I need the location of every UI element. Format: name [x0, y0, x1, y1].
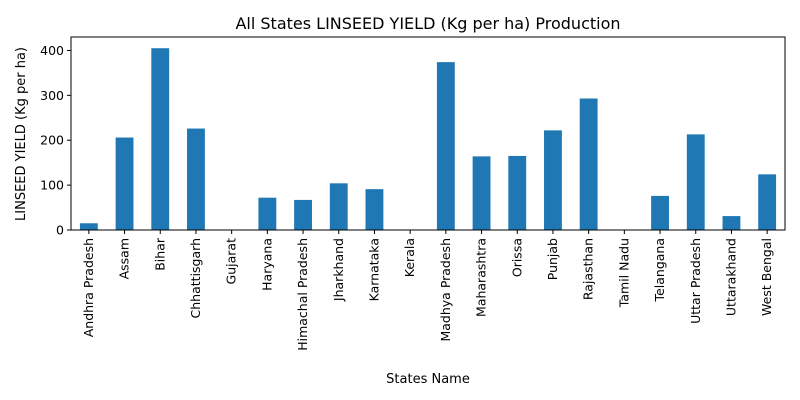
y-axis-label: LINSEED YIELD (Kg per ha) — [14, 47, 29, 221]
x-tick-label: Tamil Nadu — [616, 238, 631, 308]
x-tick-label: Gujarat — [224, 238, 239, 285]
bar — [79, 223, 98, 230]
x-tick-label: Bihar — [152, 237, 167, 271]
y-axis: 0 100 200 300 400 — [40, 43, 71, 238]
bar — [722, 216, 741, 230]
x-tick-label: West Bengal — [759, 238, 774, 316]
x-tick-label: Rajasthan — [581, 238, 596, 300]
bar — [187, 128, 205, 230]
x-tick-label: Madhya Pradesh — [438, 238, 453, 342]
x-axis: Andhra Pradesh Assam Bihar Chhattisgarh Guja… — [81, 230, 774, 351]
x-tick-label: Andhra Pradesh — [81, 238, 96, 337]
x-tick-label: Maharashtra — [474, 238, 489, 317]
bar — [115, 137, 134, 230]
bar — [151, 48, 170, 230]
bar — [686, 134, 705, 230]
x-tick-label: Uttar Pradesh — [688, 238, 703, 324]
y-tick-label: 0 — [56, 223, 64, 238]
bar — [579, 98, 598, 231]
x-tick-label: Jharkhand — [331, 238, 346, 302]
x-axis-label: States Name — [386, 372, 470, 387]
bar — [508, 155, 527, 230]
x-tick-label: Telangana — [652, 238, 667, 302]
chart-title: All States LINSEED YIELD (Kg per ha) Pro… — [235, 14, 620, 33]
bar — [294, 199, 312, 230]
x-tick-label: Haryana — [259, 238, 274, 291]
bar — [436, 62, 455, 230]
x-tick-label: Orissa — [509, 238, 524, 277]
x-tick-label: Himachal Pradesh — [295, 238, 310, 351]
bar — [651, 195, 669, 230]
y-tick-label: 200 — [40, 133, 64, 148]
x-tick-label: Punjab — [545, 238, 560, 280]
bar — [329, 183, 348, 230]
plot-frame — [70, 36, 786, 231]
x-tick-label: Uttarakhand — [723, 238, 738, 316]
x-tick-label: Kerala — [402, 238, 417, 277]
y-tick-label: 100 — [40, 178, 64, 193]
y-tick-label: 400 — [40, 43, 64, 58]
x-tick-label: Karnataka — [366, 238, 381, 301]
x-tick-label: Assam — [117, 238, 132, 279]
bar — [365, 189, 384, 230]
bar — [544, 130, 562, 230]
x-tick-label: Chhattisgarh — [188, 238, 203, 318]
bar — [258, 197, 277, 230]
y-tick-label: 300 — [40, 88, 64, 103]
bar — [472, 156, 491, 230]
bar — [758, 174, 777, 230]
bars-group — [79, 48, 777, 231]
